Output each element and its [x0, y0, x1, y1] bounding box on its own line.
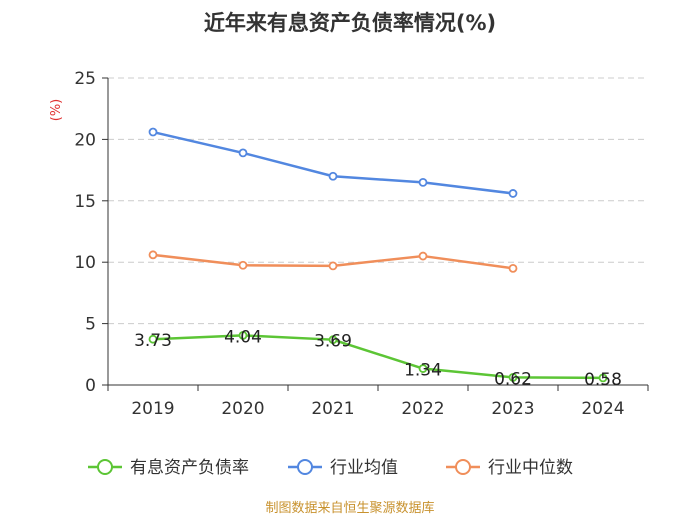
data-label-2024: 0.58	[584, 370, 622, 390]
source-note: 制图数据来自恒生聚源数据库	[265, 500, 434, 516]
x-tick-label-2019: 2019	[131, 399, 174, 419]
series-1-point-2019	[148, 127, 158, 137]
data-label-2019: 3.73	[134, 331, 172, 351]
y-tick-label-0: 0	[85, 376, 96, 396]
series-0	[148, 330, 608, 383]
data-labels: 3.73 4.04 3.69 1.34 0.62 0.58	[134, 327, 622, 389]
series-0-point-2024	[598, 373, 608, 383]
series-0-point-2022	[418, 364, 428, 373]
series-0-point-2021	[328, 335, 338, 345]
x-tick-label-2021: 2021	[311, 399, 354, 419]
series-line-0	[152, 334, 604, 380]
data-label-2021: 3.69	[314, 332, 352, 352]
y-tick-label-5: 5	[85, 315, 96, 335]
legend-label-1: 行业均值	[330, 458, 398, 478]
y-tick-label-10: 10	[74, 253, 96, 273]
series-2-point-2021	[328, 261, 338, 271]
y-tick-label-20: 20	[74, 130, 96, 150]
series-1-point-2022	[418, 177, 428, 187]
series-2-point-2019	[148, 250, 158, 260]
x-tick-label-2023: 2023	[491, 399, 534, 419]
data-label-2020: 4.04	[224, 327, 262, 347]
legend-item-1: 行业均值	[288, 458, 398, 478]
y-tick-label-15: 15	[74, 192, 96, 212]
legend-item-2: 行业中位数	[446, 458, 573, 478]
gridlines	[108, 77, 648, 325]
legend-marker-1	[297, 459, 313, 475]
x-tick-label-2024: 2024	[581, 399, 624, 419]
series-1-point-2020	[238, 148, 248, 158]
series-0-point-2019	[148, 334, 158, 344]
data-label-2023: 0.62	[494, 369, 532, 389]
x-tick-label-2020: 2020	[221, 399, 264, 419]
series-lines	[148, 127, 608, 383]
legend-item-0: 有息资产负债率	[88, 458, 249, 478]
data-label-2022: 1.34	[404, 361, 442, 381]
series-2-point-2023	[508, 263, 518, 273]
series-2-point-2020	[238, 260, 248, 270]
series-0-point-2023	[508, 372, 518, 382]
series-0-point-2020	[238, 330, 248, 340]
series-1-point-2023	[508, 189, 518, 198]
series-line-1	[152, 130, 514, 195]
series-2-point-2022	[418, 251, 428, 261]
x-tick-label-2022: 2022	[401, 399, 444, 419]
chart-title: 近年来有息资产负债率情况(%)	[204, 11, 496, 35]
legend-marker-0	[97, 459, 113, 475]
legend: 有息资产负债率 行业均值 行业中位数	[88, 458, 573, 478]
series-1	[148, 127, 518, 198]
y-axis-unit: (%)	[49, 99, 64, 122]
axes: 0 5 10 15 20 25 2019 2020 2021 2022 2023 2024	[74, 69, 649, 419]
y-tick-label-25: 25	[74, 69, 96, 89]
legend-label-2: 行业中位数	[488, 458, 573, 478]
series-1-point-2021	[328, 171, 338, 181]
legend-label-0: 有息资产负债率	[130, 458, 249, 478]
legend-marker-2	[455, 459, 471, 475]
series-2	[148, 250, 518, 273]
